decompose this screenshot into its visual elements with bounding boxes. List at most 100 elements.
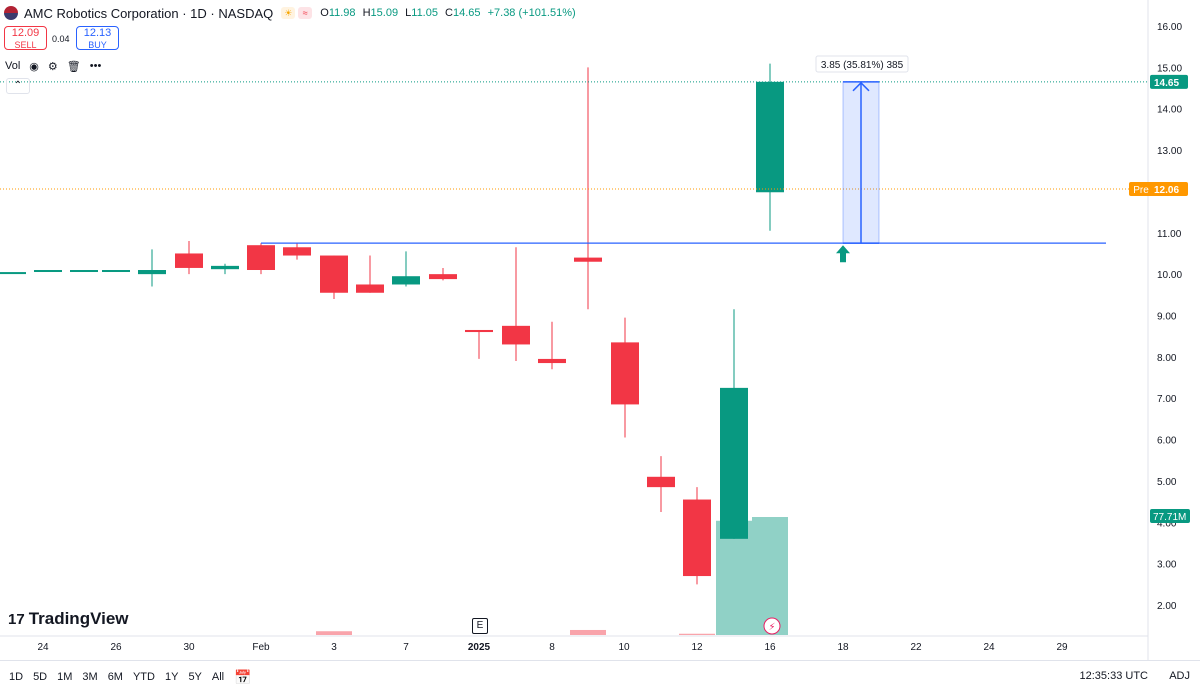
settings-icon[interactable]: ⚙ [47, 60, 58, 73]
candle-body [611, 342, 639, 405]
price-chart[interactable]: 3.85 (35.81%) 385 ⚡ 16.00 15.00 14.00 13.00 1… [0, 0, 1200, 660]
candle-body [320, 255, 348, 293]
clock[interactable]: 12:35:33 UTC [1079, 670, 1148, 682]
price-tick-label: 11.00 [1157, 229, 1182, 240]
time-tick-label: 24 [37, 642, 49, 653]
range-5d[interactable]: 5D [33, 671, 48, 683]
bottom-toolbar: 1D 5D 1M 3M 6M YTD 1Y 5Y All 📅 12:35:33 UTC ADJ [0, 660, 1200, 693]
time-tick-label: 26 [110, 642, 122, 653]
volume-label: Vol [5, 60, 21, 72]
earnings-event-icon[interactable]: E [472, 618, 488, 634]
drawings: 3.85 (35.81%) 385 ⚡ [0, 55, 1148, 635]
volume-bars [316, 517, 788, 635]
adj-button[interactable]: ADJ [1169, 670, 1190, 682]
candle-body [0, 272, 26, 275]
eye-icon[interactable]: ◉ [29, 60, 39, 73]
range-all[interactable]: All [211, 671, 225, 683]
volume-tag: 77.71M [1153, 512, 1186, 523]
price-axis: 16.0015.0014.0013.0012.0011.0010.009.008… [1129, 0, 1190, 660]
candles [0, 63, 784, 585]
flash-icon [763, 617, 781, 635]
candle-body [465, 329, 493, 333]
range-1y[interactable]: 1Y [164, 671, 179, 683]
price-tick-label: 14.00 [1157, 105, 1182, 116]
range-1d[interactable]: 1D [9, 671, 24, 683]
price-tick-label: 7.00 [1157, 394, 1177, 405]
time-tick-label: 10 [618, 642, 630, 653]
legend-row: AMC Robotics Corporation · 1D · NASDAQ ☀… [4, 5, 576, 21]
volume-tag-bg [1150, 509, 1190, 523]
measure-arrowhead [852, 81, 870, 92]
more-icon[interactable]: ••• [89, 60, 102, 72]
spread-value: 0.04 [52, 34, 70, 44]
price-tick-label: 6.00 [1157, 436, 1177, 447]
data-status-icon[interactable]: ≈ [298, 7, 313, 19]
range-3m[interactable]: 3M [82, 671, 98, 683]
price-tick-label: 16.00 [1157, 22, 1182, 33]
candle-body [502, 325, 530, 345]
candle-body [211, 265, 239, 270]
time-tick-label: 22 [910, 642, 922, 653]
candle-body [647, 476, 675, 488]
trash-icon[interactable]: 🗑 [66, 60, 81, 73]
candle-body [392, 276, 420, 285]
price-tick-label: 3.00 [1157, 560, 1177, 571]
volume-bar [316, 631, 352, 635]
price-tick-label: 4.00 [1157, 518, 1177, 529]
time-tick-label: 29 [1056, 642, 1068, 653]
range-ytd[interactable]: YTD [132, 671, 155, 683]
price-tick-label: 5.00 [1157, 477, 1177, 488]
volume-bar [752, 517, 788, 635]
volume-bar [679, 633, 715, 635]
collapse-legend-button[interactable]: ⌃ [6, 78, 30, 94]
sell-button[interactable]: 12.09 SELL [4, 26, 47, 50]
measure-label: 3.85 (35.81%) 385 [821, 60, 904, 71]
time-tick-label: 30 [183, 642, 195, 653]
premarket-price-tag-prefix-bg [1129, 181, 1153, 196]
price-tick-label: 2.00 [1157, 601, 1177, 612]
range-1m[interactable]: 1M [57, 671, 73, 683]
time-tick-label: 7 [403, 642, 409, 653]
price-tick-label: 8.00 [1157, 353, 1177, 364]
candle-body [720, 387, 748, 539]
range-5y[interactable]: 5Y [188, 671, 202, 683]
symbol-title[interactable]: AMC Robotics Corporation · 1D · NASDAQ [24, 5, 274, 21]
candle-body [138, 270, 166, 275]
flash-icon-glyph: ⚡ [768, 622, 775, 633]
candle-body [283, 247, 311, 256]
buy-signal-icon [836, 245, 850, 263]
date-range-icon[interactable]: 📅 [234, 668, 252, 685]
time-tick-label: Feb [252, 642, 270, 653]
range-6m[interactable]: 6M [107, 671, 123, 683]
ohlc-values: O11.98 H15.09 L11.05 C14.65 +7.38 (+101.… [320, 7, 576, 19]
current-price-tag: 14.65 [1154, 78, 1179, 89]
volume-bar [570, 629, 606, 635]
measure-label-bg [815, 55, 909, 73]
candle-body [247, 245, 275, 271]
candle-body [683, 499, 711, 577]
price-tick-label: 15.00 [1157, 63, 1182, 74]
candle-body [70, 270, 98, 273]
range-selector: 1D 5D 1M 3M 6M YTD 1Y 5Y All [9, 671, 234, 683]
market-open-icon[interactable]: ☀ [281, 7, 296, 19]
time-tick-label: 18 [837, 642, 849, 653]
price-tick-label: 10.00 [1157, 270, 1182, 281]
time-tick-label: 16 [764, 642, 776, 653]
price-tick-label: 9.00 [1157, 312, 1177, 323]
premarket-price-tag: 12.06 [1154, 185, 1179, 196]
candle-body [34, 270, 62, 273]
time-tick-label: 3 [331, 642, 337, 653]
time-axis: 24 26 30 Feb 3 7 2025 8 10 12 16 18 22 24 29 [0, 635, 1148, 653]
candle-body [356, 284, 384, 293]
candle-body [756, 81, 784, 193]
price-tick-label: 13.00 [1157, 146, 1182, 157]
candle-body [175, 253, 203, 268]
time-tick-label: 2025 [468, 642, 491, 653]
candle-body [574, 257, 602, 262]
premarket-price-tag-bg [1150, 181, 1188, 196]
premarket-price-tag-prefix: Pre [1133, 185, 1149, 196]
time-tick-label: 8 [549, 642, 555, 653]
buy-button[interactable]: 12.13 BUY [76, 26, 119, 50]
time-tick-label: 24 [983, 642, 995, 653]
us-flag-icon [4, 6, 18, 20]
